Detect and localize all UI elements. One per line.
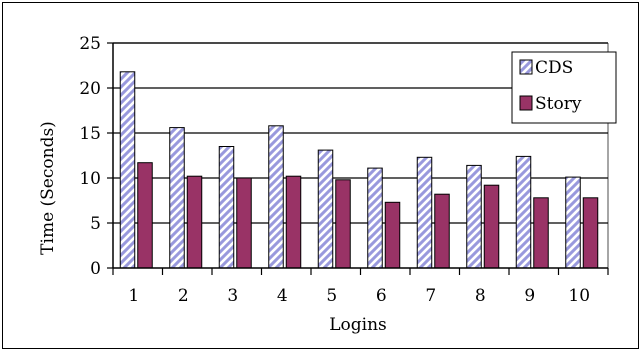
tick-labels: 0 5 10 15 20 25 1 2 3 4 5 6 7 8 9 10 xyxy=(79,34,590,306)
x-tick-label: 4 xyxy=(277,286,288,306)
bars xyxy=(119,71,599,269)
bar-story-10 xyxy=(582,197,599,269)
bar-story-6 xyxy=(384,201,401,269)
y-tick-label: 20 xyxy=(79,79,101,99)
bar-cds-6 xyxy=(367,167,383,269)
bar-story-4 xyxy=(285,175,302,269)
legend-label-cds: CDS xyxy=(535,58,573,78)
x-tick-label: 5 xyxy=(326,286,337,306)
x-tick-label: 7 xyxy=(425,286,436,306)
x-tick-label: 2 xyxy=(178,286,189,306)
bar-cds-5 xyxy=(317,149,334,269)
y-tick-label: 5 xyxy=(90,214,101,234)
y-tick-label: 10 xyxy=(79,169,101,189)
y-tick-label: 25 xyxy=(79,34,101,54)
bar-story-8 xyxy=(483,184,500,269)
bar-story-1 xyxy=(137,162,153,269)
x-tick-label: 3 xyxy=(227,286,238,306)
y-tick-label: 15 xyxy=(79,124,101,144)
legend-label-story: Story xyxy=(535,94,582,114)
bar-cds-7 xyxy=(416,156,433,269)
bar-cds-2 xyxy=(169,127,185,269)
bar-cds-8 xyxy=(466,164,482,269)
y-tick-label: 0 xyxy=(90,259,101,279)
bar-story-7 xyxy=(434,193,450,269)
x-tick-label: 8 xyxy=(475,286,486,306)
legend: CDS Story xyxy=(511,51,617,124)
x-tick-label: 10 xyxy=(568,286,590,306)
bar-story-9 xyxy=(533,197,549,269)
y-axis-title: Time (Seconds) xyxy=(38,121,58,255)
legend-swatch-story xyxy=(519,95,533,111)
bar-cds-1 xyxy=(119,71,136,269)
legend-swatch-cds xyxy=(519,59,533,75)
x-axis-title: Logins xyxy=(329,315,387,335)
axes xyxy=(107,42,609,275)
bar-cds-4 xyxy=(268,125,284,269)
x-tick-label: 6 xyxy=(376,286,387,306)
bar-cds-3 xyxy=(218,146,235,269)
x-tick-label: 9 xyxy=(524,286,535,306)
bar-cds-10 xyxy=(565,176,581,269)
bar-story-5 xyxy=(335,179,351,269)
bar-cds-9 xyxy=(515,155,532,269)
bar-story-2 xyxy=(186,175,203,269)
bar-story-3 xyxy=(236,177,252,269)
x-tick-label: 1 xyxy=(128,286,139,306)
